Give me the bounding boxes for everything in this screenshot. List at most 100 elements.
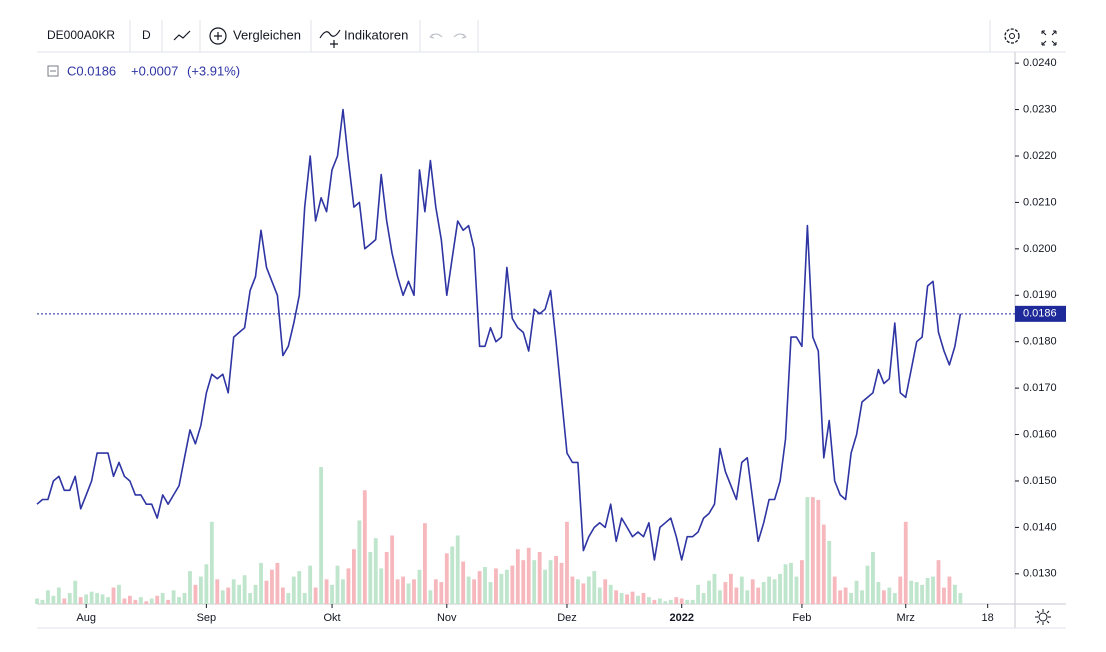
volume-bar [155,595,160,604]
volume-bar [188,571,192,604]
x-tick-label: 18 [982,612,994,624]
y-tick-label: 0.0160 [1023,428,1057,440]
interval[interactable]: D [142,28,151,42]
volume-bar [657,598,662,604]
volume-bar [925,577,930,604]
volume-bar [876,582,881,604]
volume-bar [728,573,733,604]
volume-bar [127,595,132,604]
volume-bar [526,547,531,604]
volume-bar [466,576,471,604]
volume-bar [565,521,569,604]
volume-bar [581,583,586,604]
collapse-icon[interactable] [47,65,59,77]
volume-bar [428,590,433,604]
x-tick-label: Mrz [897,612,915,624]
volume-bar [351,549,356,604]
chart-style-icon[interactable] [173,30,191,41]
volume-bar [559,562,564,604]
volume-bar [723,582,728,604]
time-settings-icon[interactable] [1038,612,1048,622]
volume-bar [373,538,378,604]
volume-bar [810,497,815,604]
volume-bar [575,579,580,604]
volume-bar [570,576,575,604]
volume-bar [898,576,903,604]
y-tick-label: 0.0210 [1023,196,1057,208]
volume-bar [707,580,711,604]
volume-bar [231,579,236,604]
volume-bar [488,582,493,604]
volume-bar [608,584,613,604]
volume-bar [264,580,269,604]
volume-bar [690,599,695,604]
volume-bar [663,601,668,604]
volume-bar [144,601,149,604]
volume-bar [417,569,422,604]
volume-bar [603,579,608,604]
toolbar: DE000A0KR D Vergleichen Indikatoren [47,20,1057,52]
volume-bar [177,597,181,604]
indicators-button[interactable]: Indikatoren [344,27,408,42]
volume-bar [171,590,176,604]
volume-bar [117,584,121,604]
volume-bar [745,590,750,604]
volume-bar [209,521,214,604]
legend-change: +0.0007 [131,63,178,78]
volume-bar [630,591,635,604]
volume-bar [739,576,744,604]
compare-icon[interactable] [209,27,227,45]
fullscreen-icon[interactable] [1041,30,1057,46]
y-tick-label: 0.0190 [1023,289,1057,301]
volume-bar [668,599,673,604]
volume-bar [614,590,619,604]
volume-bar [226,587,231,604]
volume-bar [619,593,624,604]
volume-bar [515,549,520,604]
y-tick-label: 0.0240 [1023,57,1057,69]
volume-bar [357,520,362,604]
volume-bar [346,568,351,604]
volume-bar [909,580,914,604]
compare-button[interactable]: Vergleichen [233,27,301,42]
volume-bar [783,564,788,604]
volume-bar [122,598,127,604]
volume-bar [636,595,640,604]
symbol[interactable]: DE000A0KR [47,28,115,42]
volume-bar [865,565,870,604]
volume-bar [89,591,94,604]
volume-bar [275,562,280,604]
volume-bar [914,582,919,604]
undo[interactable] [429,33,443,39]
volume-bar [592,571,597,604]
volume-bar [537,551,542,604]
volume-bar [679,598,684,604]
volume-bar [160,593,165,604]
redo[interactable] [453,33,467,39]
volume-bar [259,562,263,604]
volume-bar [270,569,274,604]
volume-bar [78,597,83,604]
volume-bar [827,540,832,604]
volume-bar [280,587,285,604]
volume-bar [198,576,203,604]
volume-bar [46,590,50,604]
volume-bar [756,587,761,604]
volume-bar [335,565,340,604]
volume-bar [958,593,963,604]
volume-bar [701,593,706,604]
indicators-icon[interactable] [319,29,341,48]
volume-bar [220,590,225,604]
volume-bar [772,579,777,604]
settings-icon[interactable] [1004,28,1020,44]
volume-bar [718,590,722,604]
volume-bar [849,593,854,604]
volume-bar [952,584,957,604]
volume-bar [390,535,395,604]
volume-bar [816,499,821,604]
volume-bar [586,576,591,604]
volume-bar [308,565,313,604]
volume-bar [182,593,187,604]
volume-bar [423,523,427,604]
